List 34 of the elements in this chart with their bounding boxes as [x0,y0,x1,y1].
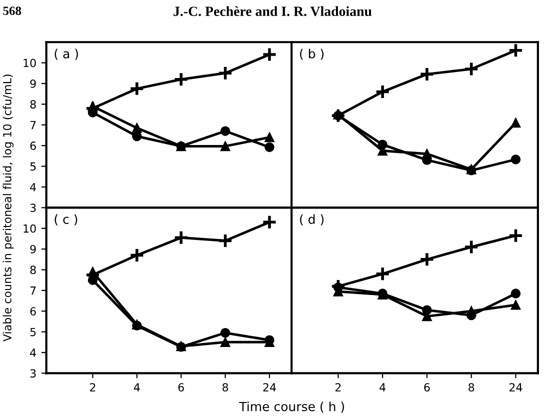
y-tick-label: 5 [30,328,36,336]
y-tick-label: 5 [30,162,36,171]
y-tick-label: 3 [30,204,36,212]
x-tick-label: 4 [134,383,140,392]
x-tick-label: 2 [335,383,341,392]
x-tick-label: 8 [222,383,228,392]
y-tick-label: 4 [30,348,36,357]
chart-title: ( a ) [54,48,78,60]
x-tick-label: 24 [509,383,522,392]
y-tick-label: 9 [30,245,36,254]
y-tick-label: 6 [30,142,36,150]
x-tick-label: 2 [90,383,96,392]
x-axis-title: Time course ( h ) [239,402,344,413]
y-axis-title: Viable counts in peritoneal fluid, log 10 (cfu/mL) [2,74,14,342]
y-tick-label: 9 [30,79,36,88]
x-tick-label: 8 [468,383,474,392]
text: J.-C. Pechère and I. R. Vladoianu [174,6,372,16]
y-tick-label: 10 [24,224,36,233]
chart-title: ( d ) [300,214,324,226]
y-tick-label: 7 [30,286,36,295]
y-tick-label: 3 [30,369,36,378]
y-tick-label: 10 [24,58,36,68]
y-tick-label: 8 [30,100,36,109]
text: 568 [3,6,22,16]
y-tick-label: 8 [30,266,36,274]
y-tick-label: 4 [30,183,36,192]
chart-title: ( c ) [54,214,78,226]
x-tick-label: 6 [178,383,184,392]
x-tick-label: 4 [380,383,386,392]
x-tick-label: 6 [424,383,430,392]
x-tick-label: 24 [263,383,276,392]
chart-title: ( b ) [300,48,324,60]
y-tick-label: 6 [30,307,36,316]
y-tick-label: 7 [30,121,36,130]
